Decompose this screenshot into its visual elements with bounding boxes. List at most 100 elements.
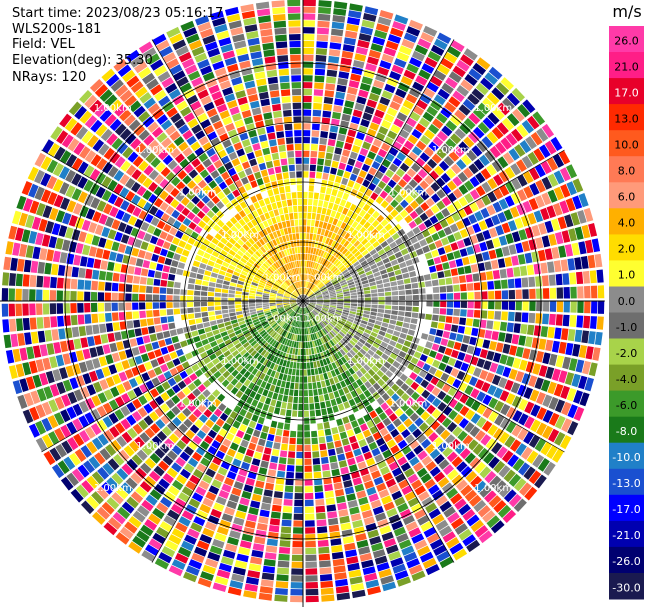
- gate: [333, 1, 348, 10]
- gate: [541, 176, 553, 190]
- gate: [248, 442, 257, 451]
- gate: [328, 216, 334, 224]
- gate: [266, 538, 278, 547]
- gate: [284, 485, 294, 493]
- gate: [442, 446, 453, 458]
- gate: [578, 241, 587, 255]
- gate: [491, 374, 501, 386]
- gate: [440, 301, 447, 308]
- gate: [309, 327, 312, 334]
- gate: [331, 278, 338, 284]
- gate: [326, 208, 332, 216]
- gate: [303, 342, 306, 349]
- gate: [385, 169, 395, 178]
- gate: [326, 145, 335, 153]
- gate: [281, 345, 286, 352]
- gate: [506, 356, 515, 367]
- gate: [374, 186, 383, 195]
- gate: [331, 427, 339, 435]
- gate: [352, 346, 359, 354]
- gate: [320, 186, 326, 194]
- gate: [528, 198, 539, 211]
- gate: [320, 228, 326, 236]
- gate: [366, 99, 378, 109]
- gate: [473, 499, 487, 513]
- gate: [329, 339, 335, 347]
- gate: [425, 197, 435, 207]
- gate: [421, 63, 435, 74]
- gate: [194, 546, 208, 557]
- gate: [426, 383, 435, 393]
- gate: [304, 314, 307, 321]
- gate: [535, 195, 545, 208]
- gate: [338, 460, 348, 468]
- gate: [340, 356, 347, 364]
- gate: [468, 214, 478, 224]
- gate: [309, 301, 316, 303]
- gate: [336, 306, 343, 309]
- gate: [579, 392, 590, 407]
- gate: [562, 314, 570, 327]
- gate: [312, 382, 317, 389]
- gate: [185, 565, 200, 576]
- gate: [353, 334, 360, 341]
- gate: [491, 160, 503, 173]
- gate: [275, 477, 285, 485]
- gate: [336, 244, 343, 251]
- gate: [310, 312, 315, 318]
- gate: [354, 354, 361, 362]
- gate: [515, 443, 527, 456]
- gate: [348, 367, 355, 375]
- gate: [538, 249, 546, 262]
- gate: [381, 374, 390, 383]
- gate: [280, 366, 286, 374]
- gate: [450, 349, 459, 359]
- gate: [304, 424, 310, 431]
- gate: [301, 307, 303, 314]
- gate: [196, 463, 207, 473]
- gate: [316, 298, 323, 301]
- gate: [596, 316, 604, 330]
- gate: [308, 396, 314, 404]
- gate: [459, 405, 470, 417]
- gate: [337, 253, 344, 260]
- gate: [391, 305, 399, 311]
- gate: [346, 209, 354, 218]
- gate: [474, 461, 487, 474]
- gate: [274, 407, 281, 415]
- gate: [311, 137, 319, 144]
- gate: [575, 359, 585, 373]
- gate: [423, 25, 438, 37]
- gate: [311, 269, 315, 276]
- gate: [327, 246, 333, 254]
- gate: [485, 438, 497, 450]
- gate: [415, 157, 426, 168]
- gate: [540, 207, 550, 221]
- gate: [505, 233, 514, 244]
- gate: [336, 304, 344, 307]
- gate: [409, 189, 419, 199]
- gate: [380, 402, 389, 411]
- gate: [494, 400, 505, 413]
- gate: [267, 376, 274, 384]
- gate: [318, 272, 323, 279]
- gate: [396, 112, 408, 122]
- gate: [456, 159, 467, 170]
- gate: [488, 410, 499, 423]
- gate: [320, 274, 326, 281]
- gate: [360, 260, 368, 267]
- gate: [479, 349, 488, 359]
- gate: [559, 167, 571, 182]
- gate: [378, 296, 385, 301]
- gate: [419, 294, 426, 300]
- gate: [296, 341, 299, 349]
- gate: [484, 72, 498, 85]
- gate: [339, 515, 350, 524]
- gate: [521, 446, 533, 460]
- gate: [442, 262, 450, 270]
- gate: [337, 453, 346, 462]
- gate: [428, 432, 439, 443]
- gate: [342, 416, 350, 424]
- gate: [399, 261, 407, 269]
- gate: [350, 292, 357, 296]
